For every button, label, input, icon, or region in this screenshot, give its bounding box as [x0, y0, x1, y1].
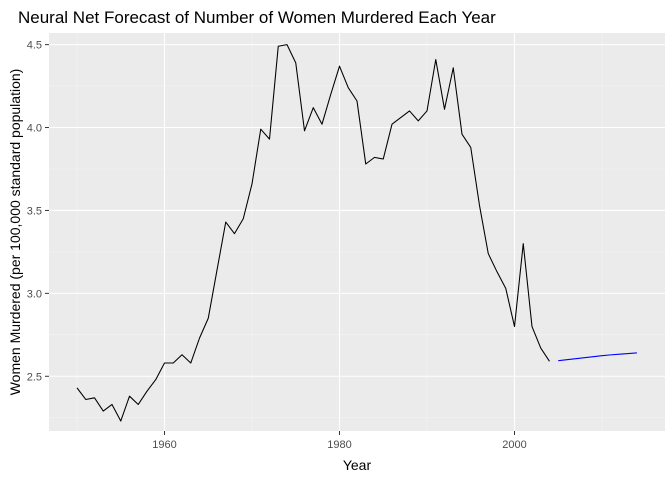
- x-axis: 1960 1980 2000: [152, 431, 527, 451]
- x-tick-label: 1960: [152, 439, 176, 451]
- series-line-observed: [76, 44, 550, 422]
- y-tick-label: 2.5: [27, 371, 42, 383]
- y-tick-label: 4.0: [27, 123, 42, 135]
- minor-grid: [49, 33, 665, 431]
- plot-panel: [49, 33, 665, 431]
- x-tick-label: 1980: [327, 439, 351, 451]
- major-grid: [49, 33, 665, 431]
- y-tick-label: 3.0: [27, 288, 42, 300]
- y-axis: 2.5 3.0 3.5 4.0 4.5: [27, 40, 49, 383]
- chart-title: Neural Net Forecast of Number of Women M…: [18, 8, 496, 27]
- y-axis-title: Women Murdered (per 100,000 standard pop…: [7, 69, 23, 396]
- series-line-forecast: [558, 352, 638, 362]
- y-tick-label: 4.5: [27, 40, 42, 52]
- series-layer: [76, 44, 638, 422]
- y-tick-label: 3.5: [27, 205, 42, 217]
- x-tick-label: 2000: [502, 439, 526, 451]
- x-axis-title: Year: [343, 457, 372, 473]
